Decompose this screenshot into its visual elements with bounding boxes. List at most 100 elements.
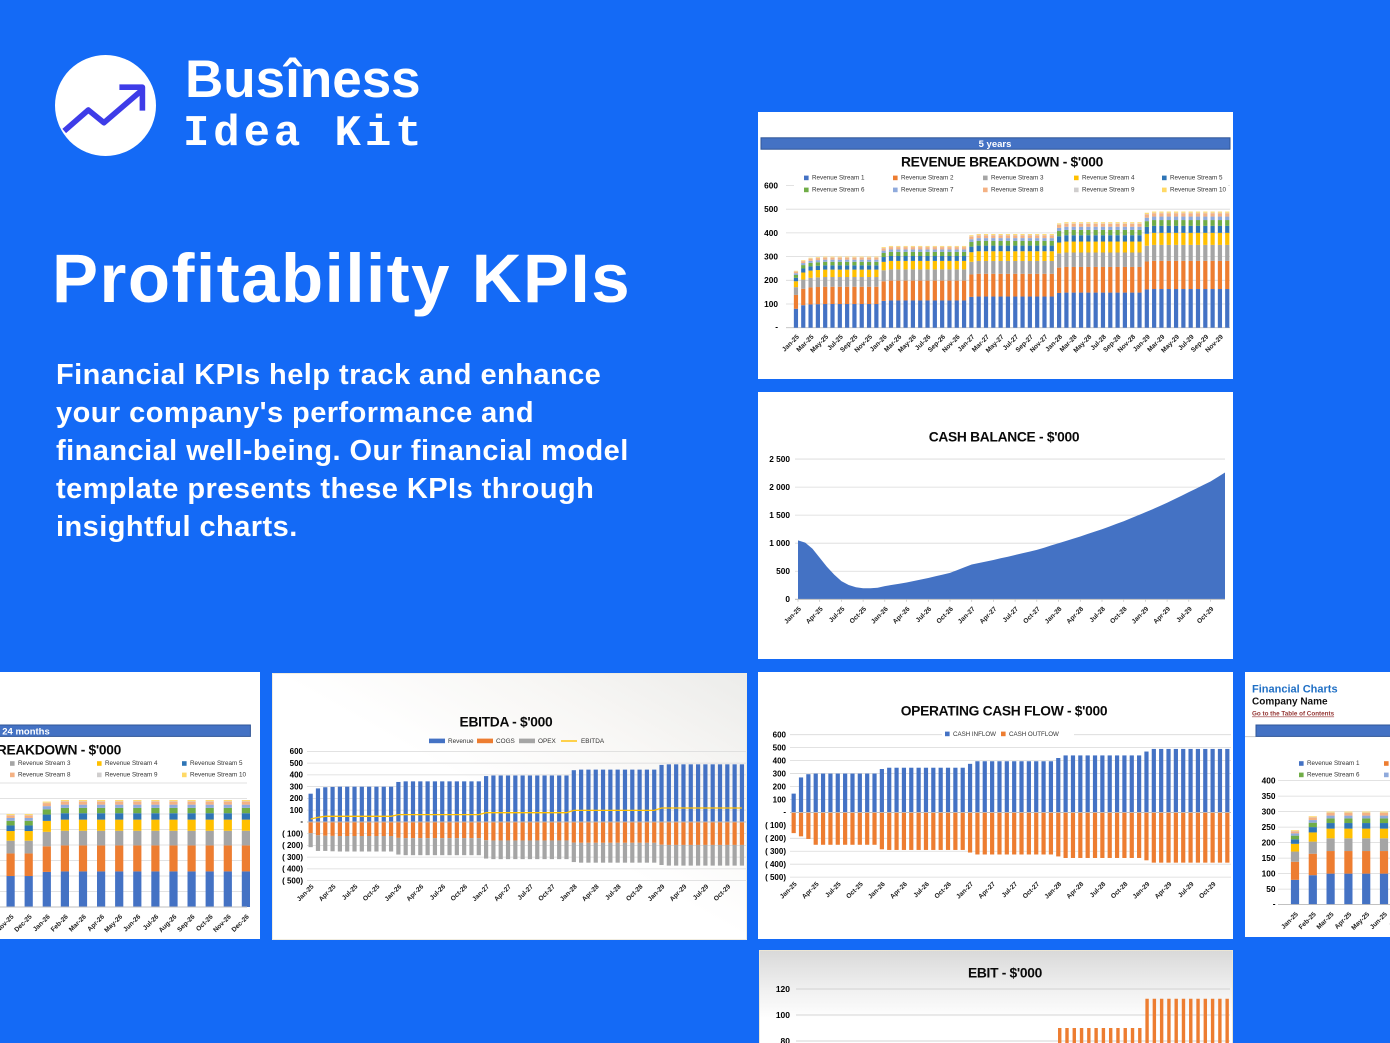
svg-text:Jan-26: Jan-26 [870,606,890,626]
svg-text:Apr-28: Apr-28 [581,883,601,903]
svg-text:Apr-27: Apr-27 [979,606,999,626]
svg-text:200: 200 [773,782,787,791]
svg-text:Jan-27: Jan-27 [957,606,977,626]
svg-text:Nov-26: Nov-26 [212,913,233,934]
svg-text:CASH BALANCE - $'000: CASH BALANCE - $'000 [929,430,1080,445]
svg-text:COGS: COGS [496,738,515,745]
svg-text:Jan-26: Jan-26 [32,913,52,933]
svg-text:( 100): ( 100) [282,829,303,838]
svg-text:400: 400 [290,771,304,780]
svg-text:CASH INFLOW: CASH INFLOW [953,731,996,738]
svg-text:Jul-29: Jul-29 [692,883,711,902]
svg-text:Oct-29: Oct-29 [1198,881,1218,901]
svg-text:250: 250 [1262,822,1276,832]
svg-text:-: - [1273,899,1276,909]
svg-text:Revenue Stream 6: Revenue Stream 6 [812,187,865,194]
svg-text:300: 300 [1262,807,1276,817]
svg-text:Financial Charts: Financial Charts [1252,684,1338,696]
svg-text:Mar-26: Mar-26 [68,913,88,933]
svg-text:Apr-26: Apr-26 [406,883,426,903]
svg-text:Revenue Stream 3: Revenue Stream 3 [991,175,1044,182]
svg-text:Oct-25: Oct-25 [845,881,865,901]
svg-text:Jul-25: Jul-25 [824,881,843,900]
svg-text:100: 100 [290,806,304,815]
svg-text:Jan-25: Jan-25 [779,881,799,901]
svg-text:Sep-26: Sep-26 [176,913,196,933]
svg-text:Oct-27: Oct-27 [1022,606,1042,626]
svg-text:300: 300 [290,782,304,791]
svg-text:Jul-28: Jul-28 [604,883,623,902]
svg-text:500: 500 [764,204,778,214]
svg-text:Apr-25: Apr-25 [318,883,338,903]
svg-text:1 500: 1 500 [769,510,790,520]
svg-text:Jan-29: Jan-29 [647,883,667,903]
svg-text:( 200): ( 200) [765,834,786,843]
svg-text:Jan-29: Jan-29 [1131,606,1151,626]
svg-text:Jun-26: Jun-26 [122,913,142,933]
svg-text:Revenue Stream 4: Revenue Stream 4 [105,760,158,767]
svg-text:Jan-25: Jan-25 [296,883,316,903]
svg-text:Jul-27: Jul-27 [1001,881,1020,900]
svg-text:Oct-26: Oct-26 [935,606,955,626]
svg-text:Jun-25: Jun-25 [1369,911,1389,931]
svg-text:Jul-25: Jul-25 [341,883,360,902]
svg-text:Jul-28: Jul-28 [1088,606,1107,625]
svg-text:Apr-26: Apr-26 [892,606,912,626]
svg-text:Feb-26: Feb-26 [50,913,70,933]
svg-text:Oct-29: Oct-29 [1196,606,1216,626]
svg-text:Mar-25: Mar-25 [1316,911,1336,931]
svg-text:-: - [775,322,778,332]
svg-text:REVENUE BREAKDOWN - $'000: REVENUE BREAKDOWN - $'000 [901,155,1104,170]
svg-text:( 200): ( 200) [282,841,303,850]
svg-text:120: 120 [776,984,790,994]
svg-text:Oct-27: Oct-27 [537,883,557,903]
svg-text:300: 300 [764,252,778,262]
svg-text:Jul-29: Jul-29 [1175,606,1194,625]
svg-text:Revenue Stream 8: Revenue Stream 8 [18,772,71,779]
svg-text:( 300): ( 300) [282,853,303,862]
svg-text:Feb-25: Feb-25 [1298,911,1318,931]
svg-text:2 000: 2 000 [769,482,790,492]
svg-text:Revenue Stream 4: Revenue Stream 4 [1082,175,1135,182]
svg-text:100: 100 [773,795,787,804]
svg-text:500: 500 [773,743,787,752]
svg-text:24 months: 24 months [2,726,50,737]
svg-text:100: 100 [776,1010,790,1020]
svg-text:600: 600 [290,747,304,756]
svg-text:Jul-28: Jul-28 [1089,881,1108,900]
svg-text:Apr-27: Apr-27 [977,881,997,901]
svg-text:Jan-26: Jan-26 [867,881,887,901]
svg-text:Aug-26: Aug-26 [158,913,179,934]
svg-text:Revenue Stream 9: Revenue Stream 9 [1082,187,1135,194]
svg-text:Apr-29: Apr-29 [669,883,689,903]
svg-text:100: 100 [764,299,778,309]
svg-text:100: 100 [1262,869,1276,879]
svg-text:Jan-27: Jan-27 [955,881,975,901]
svg-text:80: 80 [781,1036,791,1043]
svg-text:Apr-27: Apr-27 [493,883,513,903]
svg-text:Jan-29: Jan-29 [1132,881,1152,901]
svg-text:Oct-28: Oct-28 [1110,881,1130,901]
svg-text:Go to the Table of Contents: Go to the Table of Contents [1252,711,1335,718]
svg-text:400: 400 [1262,776,1276,786]
svg-text:50: 50 [1266,884,1276,894]
svg-text:Jul-27: Jul-27 [1002,606,1021,625]
svg-text:Oct-27: Oct-27 [1022,881,1042,901]
svg-text:600: 600 [773,731,787,740]
svg-text:400: 400 [773,756,787,765]
svg-text:500: 500 [776,566,790,576]
svg-text:0: 0 [785,594,790,604]
svg-text:Jan-28: Jan-28 [1044,606,1064,626]
svg-text:200: 200 [764,275,778,285]
svg-text:OPERATING CASH FLOW - $'000: OPERATING CASH FLOW - $'000 [901,704,1108,719]
svg-text:Revenue Stream 5: Revenue Stream 5 [190,760,243,767]
svg-text:Oct-25: Oct-25 [849,606,869,626]
svg-text:Oct-26: Oct-26 [933,881,953,901]
svg-text:Jul-25: Jul-25 [828,606,847,625]
svg-text:( 100): ( 100) [765,821,786,830]
svg-text:Jul-27: Jul-27 [516,883,535,902]
svg-text:Jul-26: Jul-26 [429,883,448,902]
svg-text:( 400): ( 400) [282,865,303,874]
svg-text:200: 200 [290,794,304,803]
svg-text:150: 150 [1262,853,1276,863]
